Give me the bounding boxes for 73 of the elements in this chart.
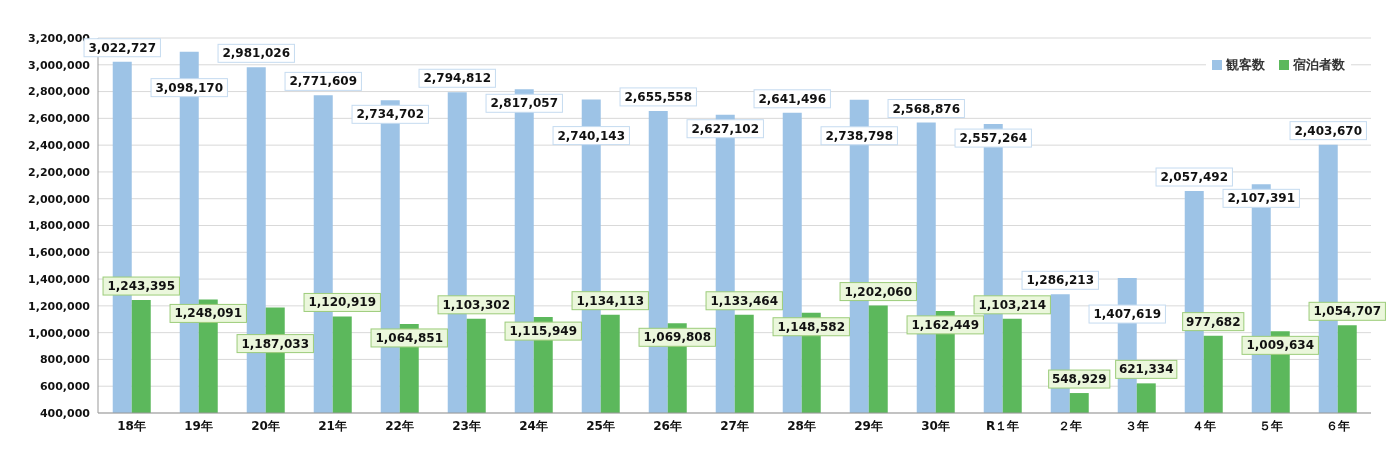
data-label: 2,771,609	[289, 74, 358, 89]
data-label: 1,243,395	[107, 279, 176, 294]
data-label: 1,202,060	[844, 284, 913, 299]
x-tick-label: ２年	[1057, 418, 1082, 433]
x-tick-label: 25年	[586, 418, 615, 433]
data-label: 2,794,812	[423, 71, 492, 86]
data-label: 1,134,113	[576, 293, 645, 308]
data-label: 2,057,492	[1160, 170, 1229, 185]
data-label: 1,103,214	[978, 297, 1047, 312]
data-label: 2,734,702	[356, 107, 425, 122]
y-tick-label: 1,600,000	[28, 246, 91, 260]
x-tick-label: 24年	[519, 418, 548, 433]
data-label: 1,248,091	[174, 306, 243, 321]
data-label: 1,115,949	[509, 324, 578, 339]
data-label: 2,655,558	[624, 89, 693, 104]
legend-label: 観客数	[1225, 56, 1265, 74]
x-tick-label: 21年	[318, 418, 347, 433]
data-label: 1,407,619	[1093, 307, 1162, 322]
data-label: 548,929	[1051, 372, 1107, 387]
x-tick-label: 27年	[720, 418, 749, 433]
data-label: 1,009,634	[1246, 338, 1315, 353]
y-tick-label: 1,800,000	[28, 219, 91, 233]
x-tick-label: 30年	[921, 418, 950, 433]
data-label: 3,098,170	[155, 80, 224, 95]
data-label: 1,133,464	[710, 293, 779, 308]
y-tick-label: 600,000	[39, 380, 91, 394]
data-label: 1,162,449	[911, 317, 980, 332]
data-label: 1,187,033	[241, 336, 310, 351]
data-label: 2,817,057	[490, 96, 559, 111]
data-label: 1,120,919	[308, 295, 377, 310]
data-label: 977,682	[1185, 314, 1241, 329]
data-label: 2,403,670	[1294, 123, 1363, 138]
x-tick-label: 23年	[452, 418, 481, 433]
y-tick-label: 2,600,000	[28, 112, 91, 126]
x-tick-label: ４年	[1191, 418, 1216, 433]
data-label: 2,107,391	[1227, 191, 1296, 206]
data-label: 2,738,798	[825, 128, 894, 143]
data-label: 2,740,143	[557, 128, 626, 143]
x-tick-label: ３年	[1124, 418, 1149, 433]
data-label: 2,641,496	[758, 91, 827, 106]
x-tick-label: 22年	[385, 418, 414, 433]
data-label: 1,103,302	[442, 297, 511, 312]
y-tick-label: 2,200,000	[28, 165, 91, 179]
x-tick-label: 18年	[117, 418, 146, 433]
y-tick-label: 2,000,000	[28, 192, 91, 206]
data-label: 2,981,026	[222, 46, 291, 61]
x-tick-label: 26年	[653, 418, 682, 433]
data-label: 1,064,851	[375, 330, 444, 345]
data-label: 1,148,582	[777, 319, 846, 334]
y-tick-label: 400,000	[39, 406, 91, 420]
x-tick-label: ６年	[1325, 418, 1350, 433]
y-tick-label: 2,800,000	[28, 85, 91, 99]
x-tick-label: 28年	[787, 418, 816, 433]
legend-label: 宿泊者数	[1292, 56, 1345, 74]
y-tick-label: 2,400,000	[28, 139, 91, 153]
data-label: 2,627,102	[691, 121, 760, 136]
y-tick-label: 3,000,000	[28, 58, 91, 72]
data-label: 621,334	[1118, 362, 1174, 377]
data-label: 1,286,213	[1026, 273, 1095, 288]
x-tick-label: 29年	[854, 418, 883, 433]
data-label: 2,557,264	[959, 131, 1028, 146]
y-tick-label: 800,000	[39, 353, 91, 367]
data-label: 3,022,727	[88, 40, 157, 55]
data-label: 1,069,808	[643, 330, 712, 345]
x-tick-label: ５年	[1258, 418, 1283, 433]
x-tick-label: R１年	[985, 418, 1020, 433]
x-tick-label: 19年	[184, 418, 213, 433]
y-tick-label: 1,400,000	[28, 272, 91, 286]
x-tick-label: 20年	[251, 418, 280, 433]
y-tick-label: 1,200,000	[28, 299, 91, 313]
data-label: 2,568,876	[892, 101, 961, 116]
y-tick-label: 1,000,000	[28, 326, 91, 340]
data-label: 1,054,707	[1313, 304, 1382, 319]
